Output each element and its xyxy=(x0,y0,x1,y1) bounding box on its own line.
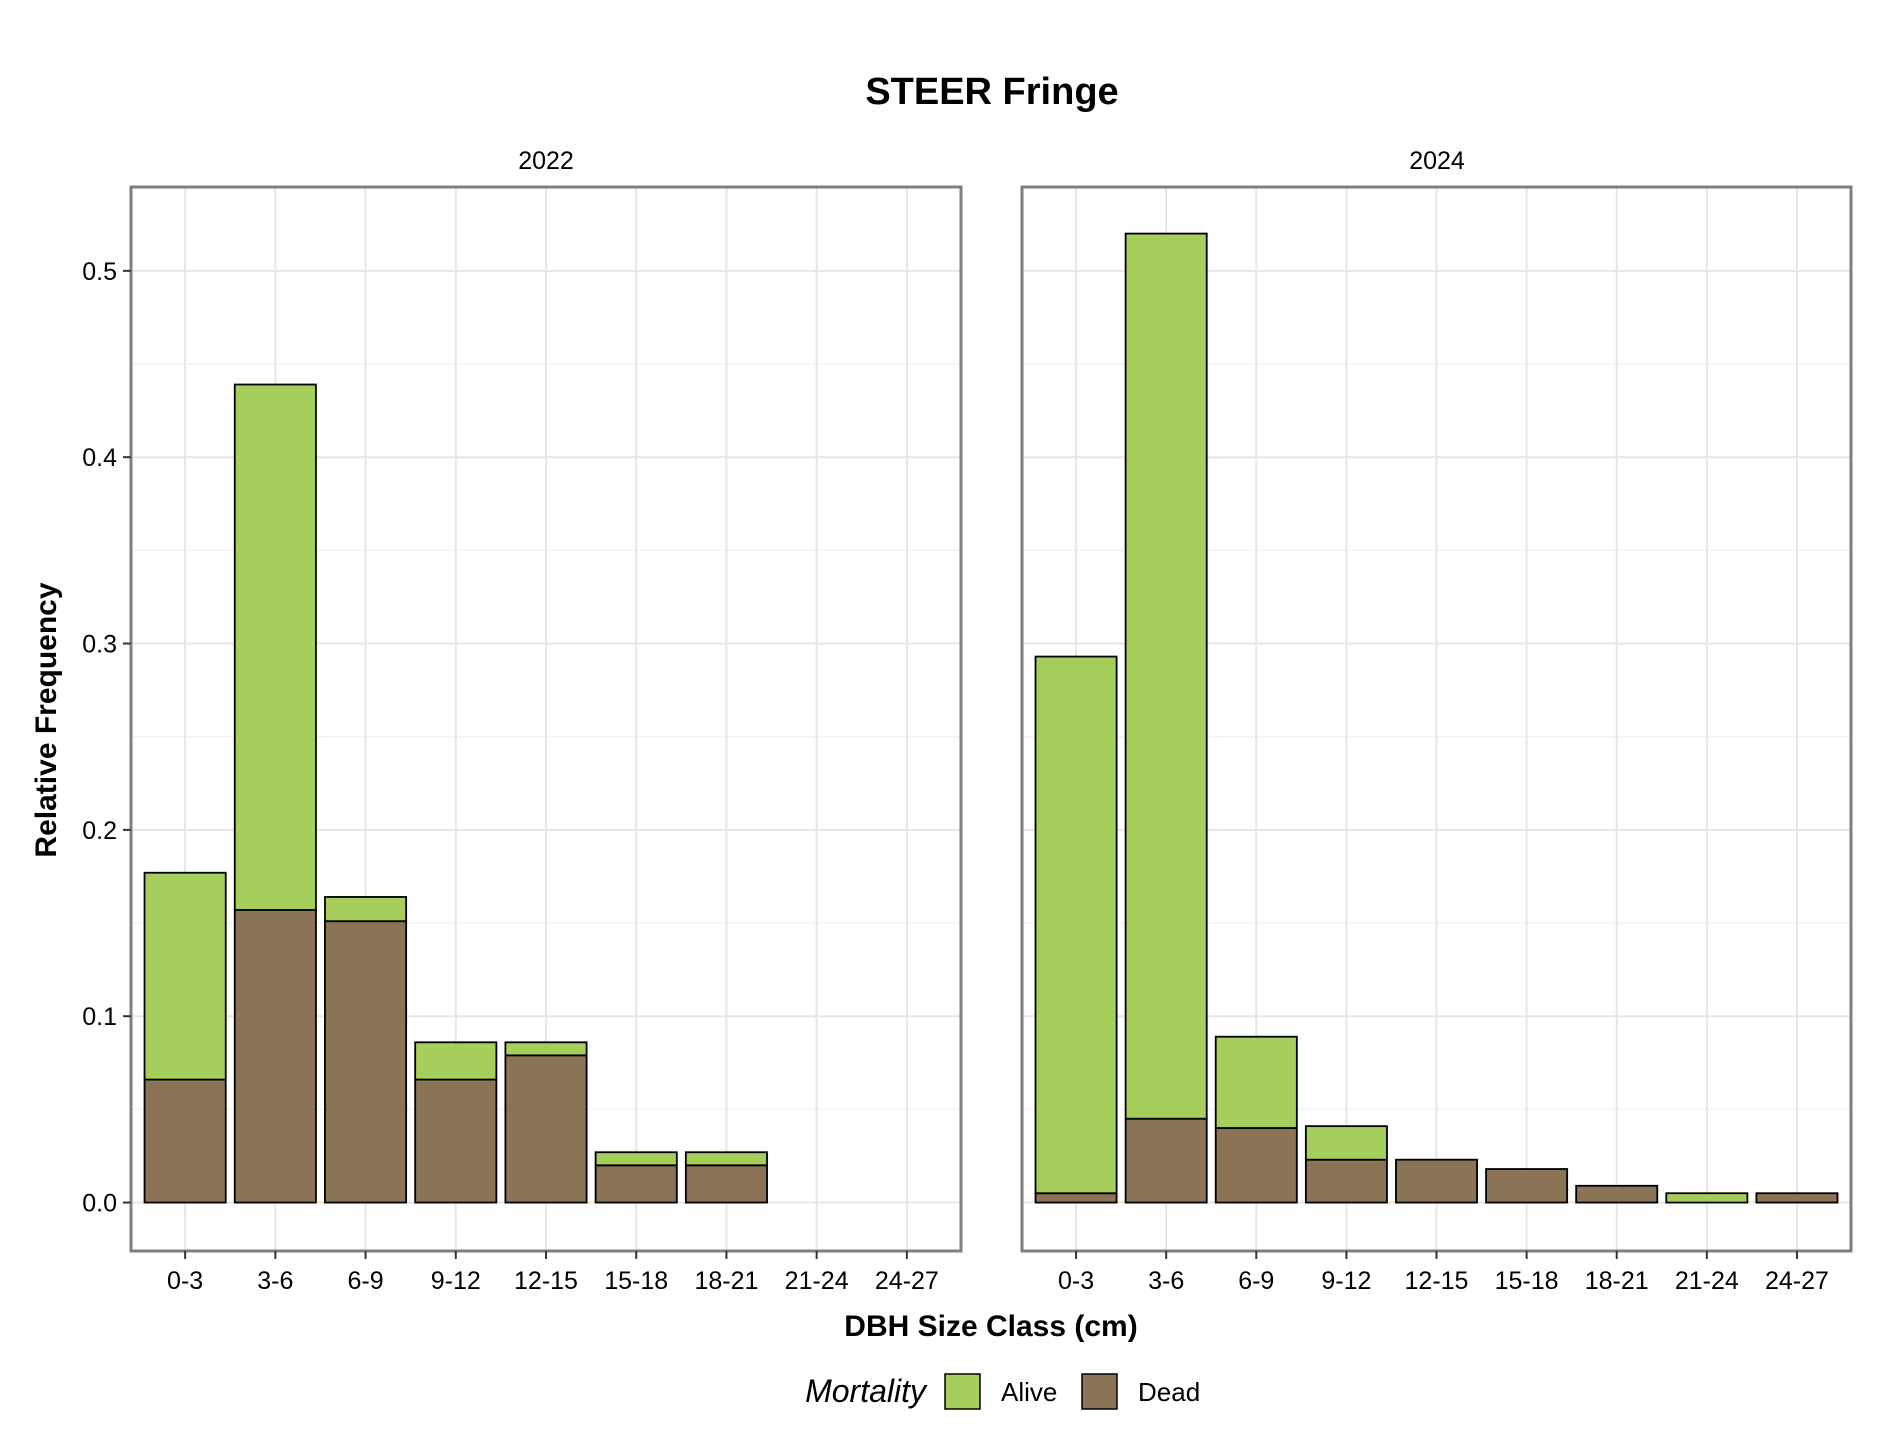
x-tick-label: 0-3 xyxy=(1058,1267,1094,1295)
bar-dead-12-15 xyxy=(1395,1158,1478,1204)
bar-dead-3-6 xyxy=(233,909,317,1204)
x-tick-label: 3-6 xyxy=(1148,1267,1184,1295)
bar-alive-9-12 xyxy=(1304,1125,1388,1161)
bar-alive-3-6 xyxy=(1124,232,1208,1120)
y-axis: 0.0 0.1 0.2 0.3 0.4 0.5 xyxy=(82,258,131,1218)
bar-alive-6-9 xyxy=(324,896,408,923)
bar-dead-18-21 xyxy=(684,1164,768,1204)
x-tick-label: 0-3 xyxy=(167,1267,203,1295)
legend-label-alive: Alive xyxy=(1001,1377,1057,1407)
bar-alive-15-18 xyxy=(594,1151,678,1167)
bar-alive-12-15 xyxy=(504,1041,588,1057)
bar-dead-0-3 xyxy=(143,1078,227,1204)
x-tick-label: 9-12 xyxy=(431,1267,481,1295)
y-axis-title: Relative Frequency xyxy=(30,582,63,857)
bar-dead-15-18 xyxy=(594,1164,678,1204)
bar-dead-6-9 xyxy=(1214,1127,1298,1204)
bar-alive-6-9 xyxy=(1214,1035,1298,1129)
legend-swatch-dead xyxy=(1081,1373,1118,1410)
x-tick-label: 21-24 xyxy=(1675,1267,1739,1295)
bar-dead-0-3 xyxy=(1034,1192,1118,1204)
panel-label-2024: 2024 xyxy=(1409,147,1465,175)
legend-swatch-alive xyxy=(944,1373,981,1410)
bar-dead-24-27 xyxy=(1755,1192,1839,1204)
bar-dead-3-6 xyxy=(1124,1117,1208,1204)
bar-alive-3-6 xyxy=(233,383,317,911)
bar-alive-18-21 xyxy=(684,1151,768,1167)
x-tick-label: 18-21 xyxy=(1585,1267,1649,1295)
y-tick-label: 0.3 xyxy=(82,631,117,659)
chart-title: STEER Fringe xyxy=(865,71,1118,113)
x-tick-label: 3-6 xyxy=(257,1267,293,1295)
bar-alive-0-3 xyxy=(143,871,227,1081)
x-tick-label: 15-18 xyxy=(604,1267,668,1295)
bar-dead-12-15 xyxy=(504,1054,588,1204)
y-tick-label: 0.0 xyxy=(82,1190,117,1218)
x-tick-label: 12-15 xyxy=(1405,1267,1469,1295)
x-tick-label: 24-27 xyxy=(1765,1267,1829,1295)
bar-dead-15-18 xyxy=(1485,1168,1569,1204)
panel-label-2022: 2022 xyxy=(518,147,574,175)
x-tick-label: 12-15 xyxy=(514,1267,578,1295)
bar-dead-9-12 xyxy=(1304,1158,1388,1204)
x-tick-label: 21-24 xyxy=(785,1267,849,1295)
y-tick-label: 0.4 xyxy=(82,444,117,472)
bar-dead-9-12 xyxy=(414,1078,498,1204)
x-tick-label: 9-12 xyxy=(1321,1267,1371,1295)
y-tick-label: 0.1 xyxy=(82,1003,117,1031)
x-tick-label: 6-9 xyxy=(1238,1267,1274,1295)
panel-2024: 2024 0-3 3-6 6-9 9-12 12-15 15-18 18-21 21-24 24… xyxy=(1020,147,1853,1295)
y-tick-label: 0.2 xyxy=(82,817,117,845)
bar-alive-0-3 xyxy=(1034,655,1118,1195)
x-tick-label: 15-18 xyxy=(1495,1267,1559,1295)
legend-title: Mortality xyxy=(805,1373,928,1409)
panel-2022: 2022 0-3 3-6 6-9 9-12 12-15 15-18 18-21 21-24 24… xyxy=(129,147,963,1295)
x-axis-title: DBH Size Class (cm) xyxy=(844,1310,1137,1343)
bar-dead-18-21 xyxy=(1575,1184,1659,1204)
bar-dead-6-9 xyxy=(324,920,408,1204)
legend: Mortality Alive Dead xyxy=(805,1373,1200,1410)
x-tick-label: 6-9 xyxy=(347,1267,383,1295)
bar-alive-9-12 xyxy=(414,1041,498,1081)
legend-label-dead: Dead xyxy=(1138,1377,1200,1407)
y-tick-label: 0.5 xyxy=(82,258,117,286)
bar-alive-21-24 xyxy=(1665,1192,1749,1204)
x-tick-label: 18-21 xyxy=(694,1267,758,1295)
x-tick-label: 24-27 xyxy=(875,1267,939,1295)
